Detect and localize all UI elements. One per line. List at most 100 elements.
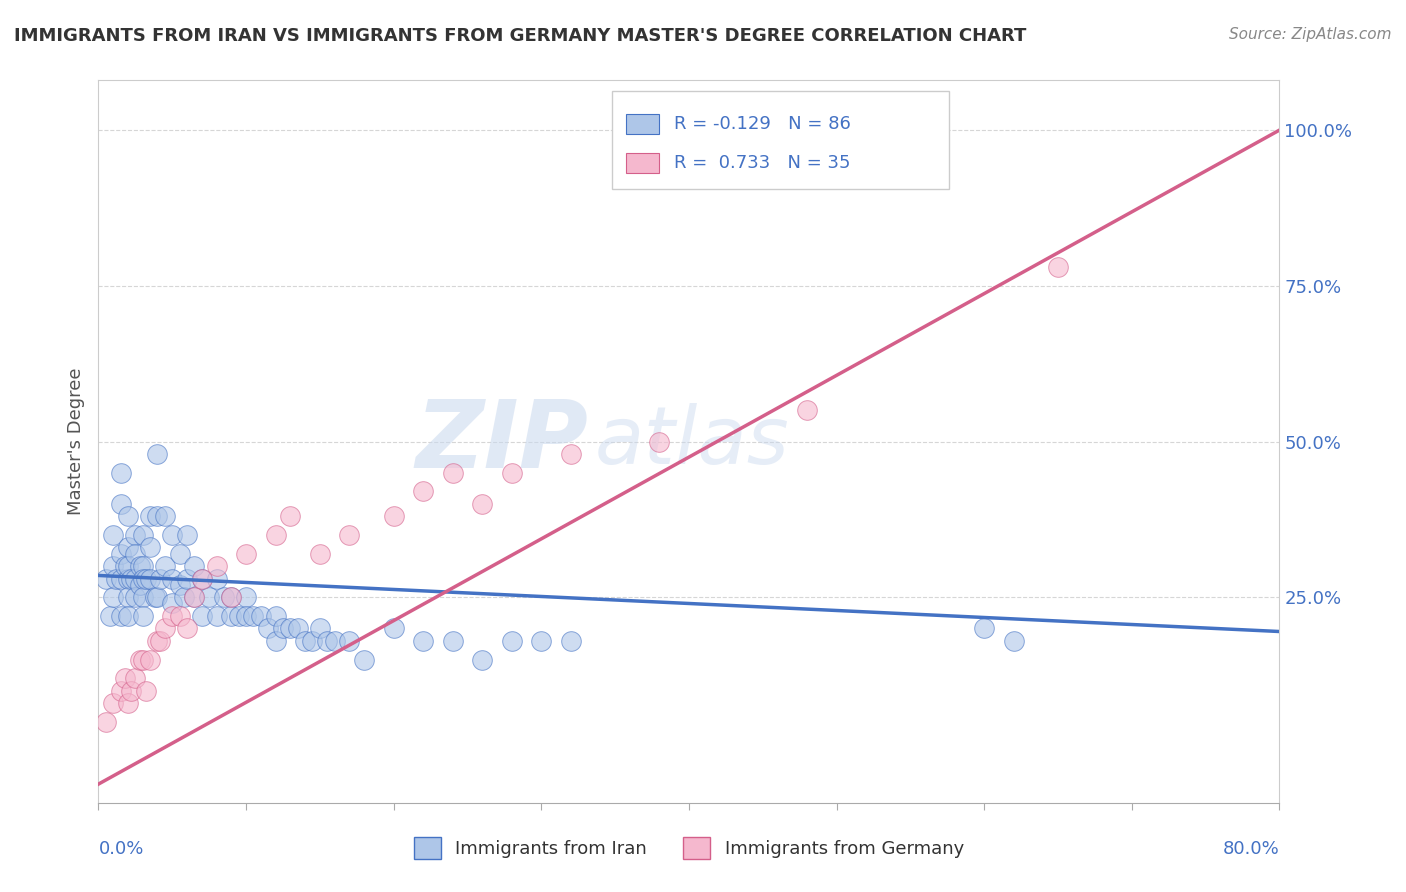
Point [471,652,494,666]
Point [412,633,434,648]
Point [796,403,818,417]
Point [135,683,157,698]
Point [382,509,405,524]
Point [294,633,316,648]
Point [98,609,121,624]
Point [146,447,169,461]
Point [132,572,155,586]
Point [146,509,169,524]
Point [169,547,191,561]
Point [176,528,198,542]
Point [117,572,139,586]
Point [212,591,235,605]
Point [124,572,146,586]
Point [153,559,176,574]
Point [139,652,162,666]
Point [198,591,221,605]
Point [153,621,176,635]
Point [235,591,257,605]
Point [257,621,280,635]
Point [323,633,346,648]
Point [242,609,264,624]
Point [353,652,375,666]
Point [471,497,494,511]
Point [648,434,671,449]
Point [128,559,150,574]
Point [176,572,198,586]
Point [169,609,191,624]
Point [501,466,523,480]
Text: ZIP: ZIP [416,395,589,488]
Point [110,572,132,586]
Point [110,683,132,698]
Point [973,621,995,635]
Point [183,591,205,605]
Point [162,597,183,611]
Point [264,609,287,624]
Point [560,633,582,648]
Point [309,621,332,635]
Point [191,609,214,624]
Legend: Immigrants from Iran, Immigrants from Germany: Immigrants from Iran, Immigrants from Ge… [413,837,965,859]
Point [221,609,243,624]
Point [146,591,169,605]
Point [205,559,228,574]
Point [117,559,139,574]
Point [339,633,361,648]
Point [169,578,191,592]
Point [221,591,243,605]
FancyBboxPatch shape [626,153,659,173]
Point [235,609,257,624]
Point [183,591,205,605]
Point [412,484,434,499]
Point [103,696,125,710]
Point [132,528,155,542]
Point [146,633,169,648]
Text: 80.0%: 80.0% [1223,840,1279,858]
Point [173,591,195,605]
Point [139,509,162,524]
Point [135,572,157,586]
Point [117,609,139,624]
Point [103,559,125,574]
Point [176,621,198,635]
Point [250,609,273,624]
Point [264,633,287,648]
Point [309,547,332,561]
Point [132,609,155,624]
Point [501,633,523,648]
Point [132,591,155,605]
Point [124,547,146,561]
Point [339,528,361,542]
Point [441,466,464,480]
Point [149,572,172,586]
Point [120,683,142,698]
Point [139,541,162,555]
Point [280,621,302,635]
Point [117,591,139,605]
Point [110,547,132,561]
Point [94,714,117,729]
Point [228,609,250,624]
Point [1002,633,1025,648]
Point [117,696,139,710]
Point [1046,260,1070,274]
Text: 0.0%: 0.0% [98,840,143,858]
Point [205,609,228,624]
Point [287,621,309,635]
Point [382,621,405,635]
Point [530,633,553,648]
FancyBboxPatch shape [626,113,659,134]
Point [132,559,155,574]
Point [560,447,582,461]
Point [162,609,183,624]
Point [149,633,172,648]
Point [183,559,205,574]
Point [235,547,257,561]
Point [114,671,136,685]
Point [221,591,243,605]
Text: Source: ZipAtlas.com: Source: ZipAtlas.com [1229,27,1392,42]
Point [153,509,176,524]
Text: R =  0.733   N = 35: R = 0.733 N = 35 [673,154,851,172]
Point [103,528,125,542]
